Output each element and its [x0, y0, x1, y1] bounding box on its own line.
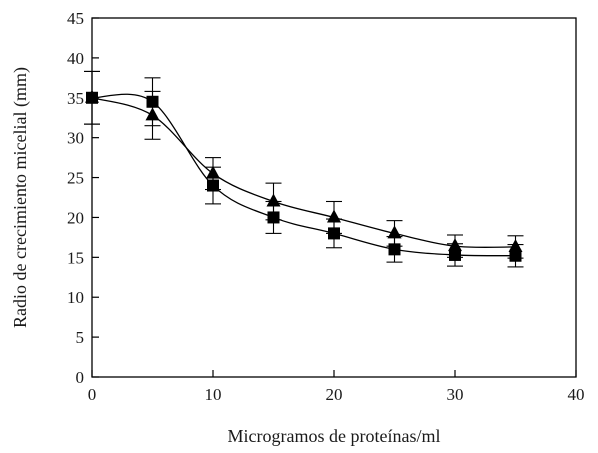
data-point-square — [388, 243, 401, 256]
x-tick-label: 20 — [326, 385, 343, 404]
data-point-triangle — [266, 193, 281, 207]
y-tick-label: 25 — [67, 169, 84, 188]
data-point-triangle — [145, 107, 160, 121]
y-tick-label: 20 — [67, 208, 84, 227]
data-point-triangle — [387, 225, 402, 239]
data-point-square — [449, 248, 461, 261]
x-tick-label: 40 — [568, 385, 585, 404]
x-tick-label: 0 — [88, 385, 97, 404]
data-point-square — [328, 227, 340, 240]
data-point-square — [86, 91, 98, 104]
data-point-triangle — [508, 238, 523, 252]
axes — [91, 17, 577, 378]
y-tick-label: 35 — [67, 89, 84, 108]
ticks: 0 5 10 15 20 25 30 35 40 45 0 10 20 30 40 — [67, 9, 585, 404]
y-tick-label: 15 — [67, 248, 84, 267]
y-tick-label: 30 — [67, 129, 84, 148]
y-tick-label: 0 — [76, 368, 85, 387]
data-point-triangle — [448, 238, 462, 252]
y-tick-label: 40 — [67, 49, 84, 68]
y-tick-label: 5 — [76, 328, 85, 347]
y-axis-title: Radio de crecimiento micelial (mm) — [10, 67, 31, 328]
x-tick-label: 10 — [205, 385, 222, 404]
data-point-square — [267, 211, 280, 224]
data-point-triangle — [206, 165, 220, 179]
y-tick-label: 45 — [67, 9, 84, 28]
x-tick-label: 30 — [447, 385, 464, 404]
data-point-square — [146, 95, 159, 108]
x-axis-title: Microgramos de proteínas/ml — [228, 426, 441, 446]
plot-frame — [91, 17, 577, 378]
data-point-square — [207, 179, 219, 192]
data-point-triangle — [327, 209, 341, 223]
series-markers — [85, 89, 523, 262]
data-point-square — [509, 249, 522, 262]
y-tick-label: 10 — [67, 288, 84, 307]
